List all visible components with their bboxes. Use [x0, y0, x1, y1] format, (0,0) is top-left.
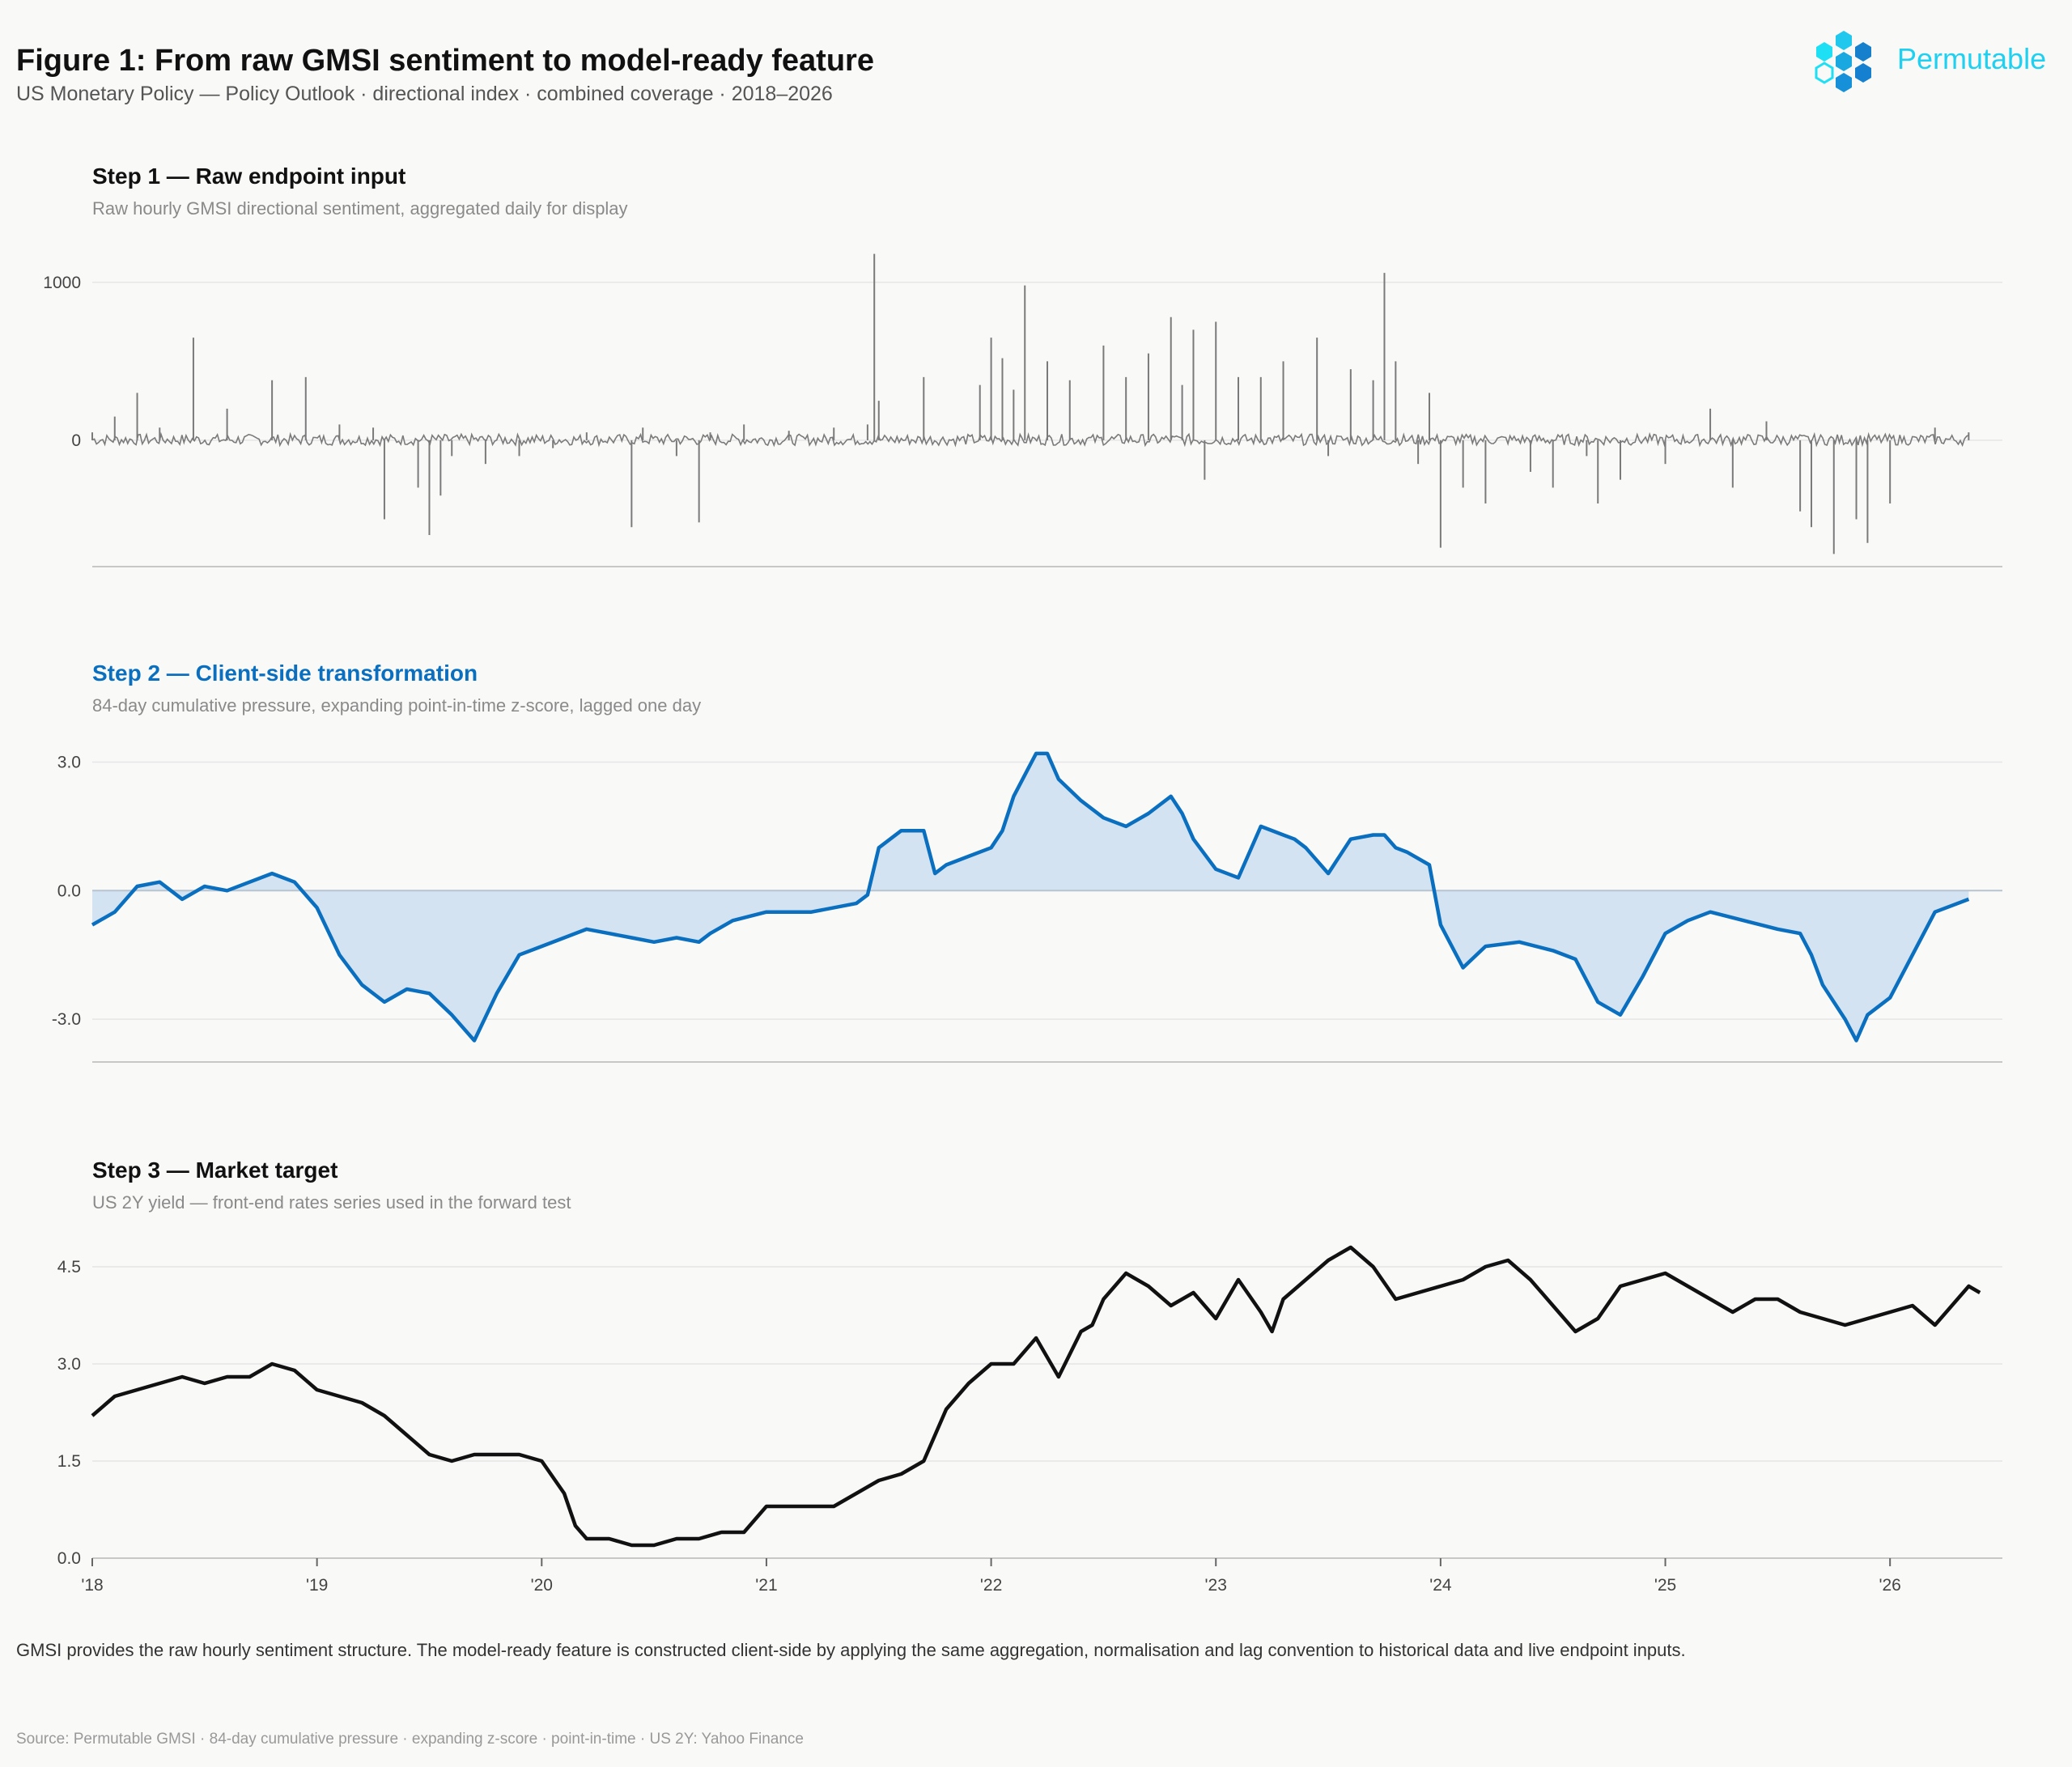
x-tick-label: '22 [980, 1576, 1002, 1595]
x-tick-label: '25 [1654, 1576, 1676, 1595]
x-tick-label: '23 [1205, 1576, 1227, 1595]
x-tick-label: '21 [755, 1576, 777, 1595]
figure-subtitle: US Monetary Policy — Policy Outlook · di… [16, 83, 833, 105]
y-tick-label: 0.0 [57, 1549, 81, 1568]
panel3-step-title: Step 3 — Market target [92, 1157, 338, 1183]
figure-caption: GMSI provides the raw hourly sentiment s… [16, 1640, 1686, 1660]
y-tick-label: 0.0 [57, 881, 81, 900]
y-tick-label: 3.0 [57, 753, 81, 771]
hexagon-logo-icon [1815, 31, 1871, 92]
raw-series-line [91, 431, 1969, 448]
panel2-step-title: Step 2 — Client-side transformation [92, 661, 478, 686]
x-tick-label: '19 [306, 1576, 328, 1595]
panel1-desc: Raw hourly GMSI directional sentiment, a… [92, 198, 628, 219]
y-tick-label: -3.0 [52, 1010, 81, 1029]
zscore-area-fill [92, 753, 1969, 1041]
panel3-desc: US 2Y yield — front-end rates series use… [92, 1192, 571, 1213]
panel1-step-title: Step 1 — Raw endpoint input [92, 164, 406, 189]
y-tick-label: 4.5 [57, 1258, 81, 1276]
permutable-logo [1815, 31, 1871, 92]
y-tick-label: 3.0 [57, 1355, 81, 1374]
x-tick-label: '24 [1429, 1576, 1452, 1595]
us2y-series-line [91, 1245, 1981, 1548]
y-tick-label: 1.5 [57, 1452, 81, 1471]
x-tick-label: '18 [81, 1576, 103, 1595]
x-tick-label: '26 [1879, 1576, 1900, 1595]
x-tick-label: '20 [531, 1576, 553, 1595]
figure-title: Figure 1: From raw GMSI sentiment to mod… [16, 44, 874, 78]
panel2-desc: 84-day cumulative pressure, expanding po… [92, 695, 702, 716]
zscore-series-line [91, 751, 1970, 1043]
logo-text: Permutable [1897, 42, 2047, 75]
y-tick-label: 0 [71, 431, 81, 450]
source-note: Source: Permutable GMSI · 84-day cumulat… [16, 1731, 804, 1748]
y-tick-label: 1000 [43, 274, 81, 292]
